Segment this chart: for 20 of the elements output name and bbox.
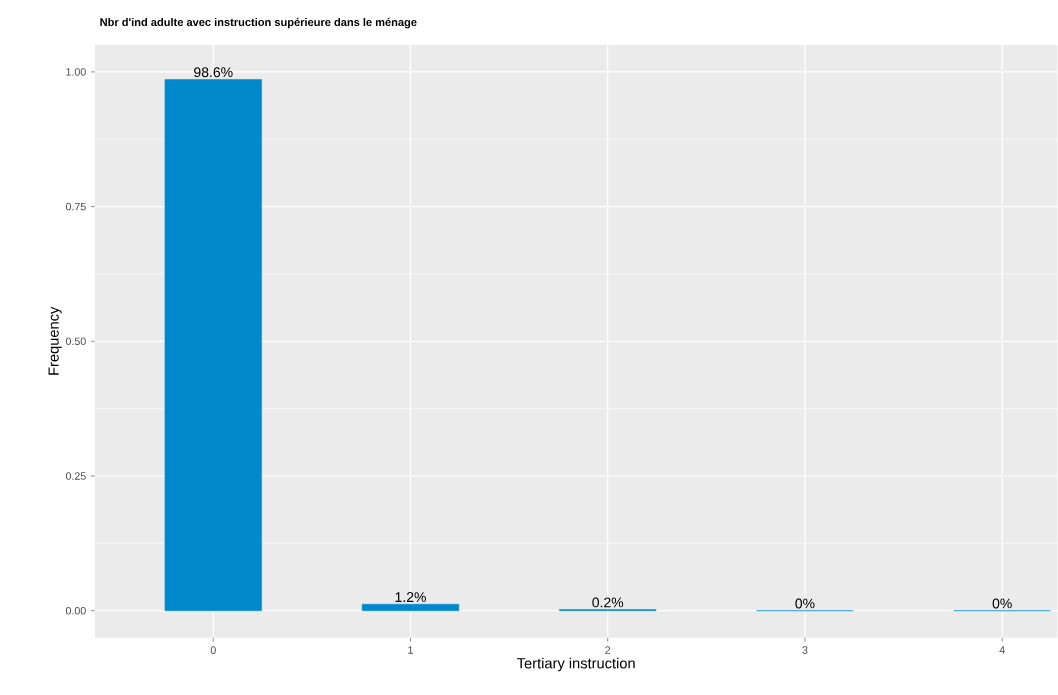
bar	[361, 604, 460, 612]
chart-title: Nbr d'ind adulte avec instruction supérieure dans le ménage	[100, 18, 417, 29]
x-tick-label: 2	[605, 646, 611, 654]
x-tick-label: 3	[802, 646, 808, 655]
x-tick-label: 0	[210, 646, 216, 655]
data-label: 0%	[795, 598, 815, 609]
data-label: 0%	[992, 598, 1012, 609]
bar	[164, 79, 262, 612]
y-tick-label: 1.00	[66, 68, 86, 76]
data-label: 98.6%	[194, 67, 233, 78]
data-label: 1.2%	[395, 592, 426, 603]
y-axis-title: Frequency	[48, 306, 62, 375]
x-tick-label: 1	[408, 646, 413, 654]
x-axis-title: Tertiary instruction	[517, 657, 635, 672]
y-tick-label: 0.75	[65, 203, 86, 211]
data-label: 0.2%	[592, 597, 624, 608]
y-tick-label: 0.50	[65, 337, 86, 346]
y-tick-label: 0.00	[65, 607, 86, 615]
y-tick-label: 0.25	[65, 472, 86, 480]
x-tick-label: 4	[999, 646, 1005, 654]
